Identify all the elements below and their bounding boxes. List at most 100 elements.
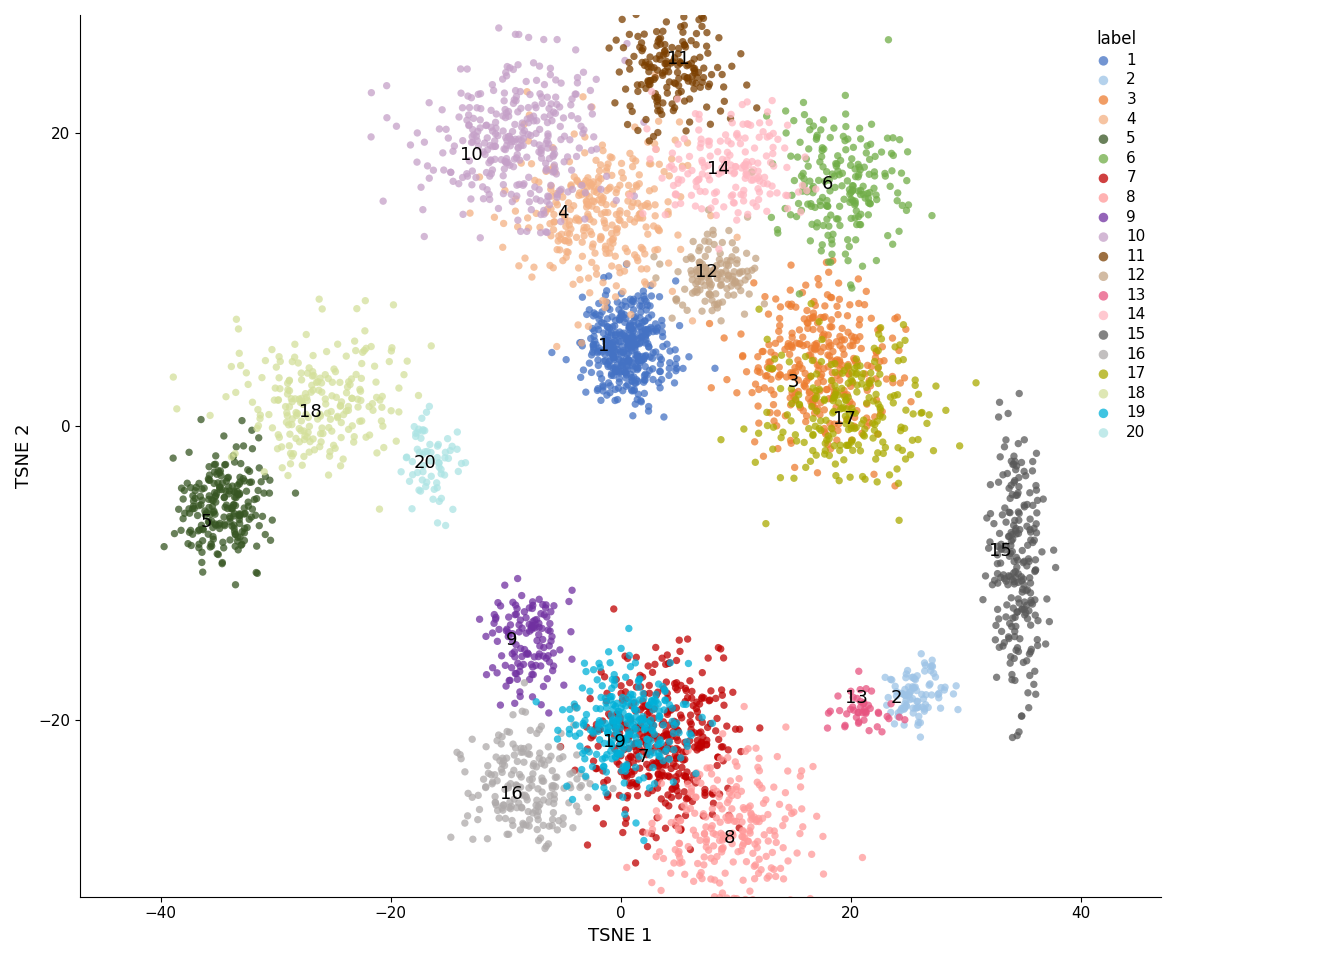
19 (601, 718, 622, 733)
1 (634, 335, 656, 350)
1 (625, 396, 646, 412)
3 (816, 382, 837, 397)
11 (672, 25, 694, 40)
2 (891, 685, 913, 701)
17 (794, 348, 816, 364)
1 (634, 322, 656, 337)
19 (637, 732, 659, 747)
8 (746, 840, 767, 855)
19 (644, 691, 665, 707)
7 (667, 732, 688, 748)
11 (628, 84, 649, 99)
6 (891, 165, 913, 180)
5 (234, 507, 255, 522)
10 (560, 108, 582, 123)
1 (597, 320, 618, 335)
8 (749, 778, 770, 793)
8 (715, 809, 737, 825)
18 (294, 428, 316, 444)
5 (206, 517, 227, 533)
5 (208, 521, 230, 537)
6 (825, 211, 847, 227)
18 (296, 390, 317, 405)
5 (246, 565, 267, 581)
4 (560, 179, 582, 194)
17 (902, 406, 923, 421)
1 (620, 292, 641, 307)
17 (833, 452, 855, 468)
12 (710, 272, 731, 287)
10 (495, 102, 516, 117)
10 (482, 139, 504, 155)
1 (617, 339, 638, 354)
15 (1025, 525, 1047, 540)
2 (907, 714, 929, 730)
18 (319, 448, 340, 464)
18 (382, 340, 403, 355)
4 (517, 133, 539, 149)
7 (677, 690, 699, 706)
15 (1017, 611, 1039, 626)
14 (737, 206, 758, 222)
14 (758, 115, 780, 131)
7 (564, 762, 586, 778)
3 (841, 432, 863, 447)
19 (691, 709, 712, 725)
14 (732, 193, 754, 208)
19 (590, 701, 612, 716)
3 (753, 448, 774, 464)
17 (870, 367, 891, 382)
15 (999, 529, 1020, 544)
7 (610, 764, 632, 780)
15 (1011, 602, 1032, 617)
17 (758, 361, 780, 376)
12 (710, 246, 731, 261)
4 (583, 194, 605, 209)
17 (810, 413, 832, 428)
17 (864, 341, 886, 356)
11 (673, 37, 695, 53)
1 (589, 341, 610, 356)
19 (649, 708, 671, 724)
11 (646, 24, 668, 39)
1 (633, 288, 655, 303)
7 (585, 761, 606, 777)
7 (636, 727, 657, 742)
7 (659, 655, 680, 670)
18 (341, 372, 363, 387)
19 (624, 727, 645, 742)
10 (465, 129, 487, 144)
6 (845, 169, 867, 184)
12 (644, 249, 665, 264)
3 (758, 354, 780, 370)
7 (657, 728, 679, 743)
10 (528, 137, 550, 153)
15 (999, 615, 1020, 631)
20 (446, 424, 468, 440)
15 (1003, 456, 1024, 471)
19 (591, 678, 613, 693)
6 (835, 107, 856, 122)
1 (571, 290, 593, 305)
5 (188, 523, 210, 539)
17 (864, 417, 886, 432)
20 (441, 439, 462, 454)
18 (355, 429, 376, 444)
15 (1005, 550, 1027, 565)
4 (617, 205, 638, 221)
9 (517, 646, 539, 661)
2 (942, 686, 964, 702)
19 (599, 743, 621, 758)
17 (867, 445, 888, 461)
7 (609, 709, 630, 725)
8 (685, 790, 707, 805)
14 (689, 140, 711, 156)
18 (293, 448, 314, 464)
6 (887, 193, 909, 208)
20 (434, 468, 456, 483)
6 (848, 159, 870, 175)
11 (653, 1, 675, 16)
17 (802, 411, 824, 426)
17 (781, 381, 802, 396)
7 (669, 750, 691, 765)
